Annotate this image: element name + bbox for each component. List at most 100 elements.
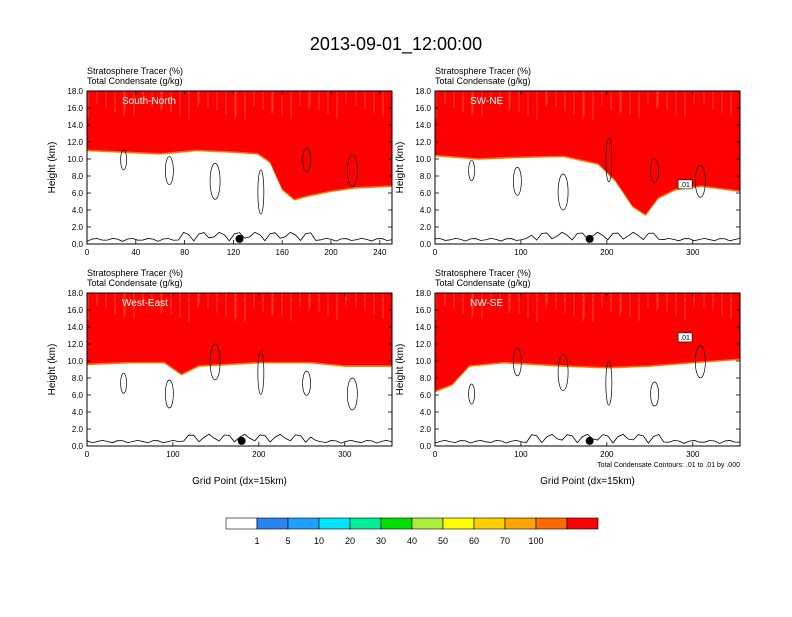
x-tick-label: 0 [85,450,90,459]
y-tick-label: 12.0 [415,340,431,349]
x-tick-label: 100 [514,450,528,459]
condensate-contour [694,164,706,198]
tracer-core [87,91,392,165]
colorbar-label: 30 [376,536,386,546]
panel-header-condensate: Total Condensate (g/kg) [435,278,531,288]
x-tick-label: 0 [433,248,438,257]
y-tick-label: 16.0 [67,306,83,315]
condensate-contour [557,354,569,391]
tracer-core [435,91,740,180]
x-tick-label: 200 [252,450,266,459]
y-tick-label: 2.0 [420,223,432,232]
panel-header-condensate: Total Condensate (g/kg) [87,278,183,288]
x-tick-label: 80 [180,248,189,257]
condensate-contour [257,169,265,215]
y-axis-label: Height (km) [47,344,58,396]
y-tick-label: 0.0 [72,442,84,451]
terrain-line [87,433,392,445]
y-tick-label: 16.0 [415,306,431,315]
x-tick-label: 300 [686,248,700,257]
panel-west-east: Stratosphere Tracer (%)Total Condensate … [47,268,393,487]
condensate-contour [120,149,127,171]
location-marker [585,436,594,445]
terrain-line [87,231,392,243]
condensate-contour [347,154,358,187]
x-tick-label: 120 [227,248,241,257]
x-tick-label: 300 [686,450,700,459]
y-tick-label: 18.0 [415,289,431,298]
colorbar-swatch [473,517,506,530]
condensate-contour [302,370,311,396]
tracer-core [435,293,740,356]
colorbar-swatch [256,517,289,530]
colorbar-label: 70 [500,536,510,546]
x-tick-label: 240 [373,248,387,257]
colorbar-swatch [349,517,382,530]
colorbar-swatch [411,517,444,530]
y-tick-label: 4.0 [72,206,84,215]
y-tick-label: 6.0 [72,391,84,400]
condensate-contour [605,360,613,406]
terrain-line [435,433,740,445]
panel-name: West-East [122,298,168,309]
y-tick-label: 14.0 [415,121,431,130]
condensate-contour [468,160,475,181]
y-tick-label: 10.0 [415,155,431,164]
condensate-contour [165,156,174,185]
condensate-contour [209,162,221,200]
x-tick-label: 100 [166,450,180,459]
y-tick-label: 12.0 [67,138,83,147]
y-tick-label: 12.0 [415,138,431,147]
x-axis-label: Grid Point (dx=15km) [192,476,287,487]
colorbar-label: 40 [407,536,417,546]
colorbar-label: 100 [528,536,543,546]
condensate-contour [512,347,522,377]
colorbar-label: 1 [254,536,259,546]
y-tick-label: 8.0 [420,172,432,181]
colorbar-swatch [442,517,475,530]
condensate-contour [605,137,613,183]
condensate-contour [468,383,475,405]
y-tick-label: 6.0 [420,189,432,198]
y-tick-label: 14.0 [67,323,83,332]
condensate-contour [650,158,659,183]
y-tick-label: 16.0 [67,104,83,113]
location-marker [237,436,246,445]
condensate-contour [694,345,706,379]
figure-title: 2013-09-01_12:00:00 [310,34,482,55]
condensate-contour [209,343,221,381]
panel-name: South-North [122,96,176,107]
condensate-contour [165,379,174,409]
colorbar-swatch [535,517,568,530]
colorbar-swatch [287,517,320,530]
y-tick-label: 0.0 [72,240,84,249]
x-tick-label: 160 [276,248,290,257]
y-axis-label: Height (km) [395,142,406,194]
condensate-contour [650,381,659,407]
panel-name: SW-NE [470,96,503,107]
y-tick-label: 14.0 [415,323,431,332]
panel-header-tracer: Stratosphere Tracer (%) [435,268,531,278]
y-tick-label: 18.0 [67,289,83,298]
plot-frame [86,292,393,447]
condensate-contour [512,166,522,196]
colorbar-label: 10 [314,536,324,546]
x-tick-label: 300 [338,450,352,459]
y-tick-label: 0.0 [420,442,432,451]
panel-header-tracer: Stratosphere Tracer (%) [87,268,183,278]
y-tick-label: 2.0 [72,425,84,434]
location-marker [235,234,244,243]
x-tick-label: 200 [324,248,338,257]
panel-header-tracer: Stratosphere Tracer (%) [435,66,531,76]
location-marker [585,234,594,243]
condensate-contour [302,147,311,173]
y-tick-label: 8.0 [72,172,84,181]
contour-label: .01 [680,182,690,189]
colorbar-swatch [225,517,258,530]
y-tick-label: 10.0 [415,357,431,366]
y-tick-label: 2.0 [420,425,432,434]
y-axis-label: Height (km) [47,142,58,194]
x-tick-label: 40 [131,248,140,257]
contour-footer-note: Total Condensate Contours: .01 to .01 by… [597,462,740,469]
